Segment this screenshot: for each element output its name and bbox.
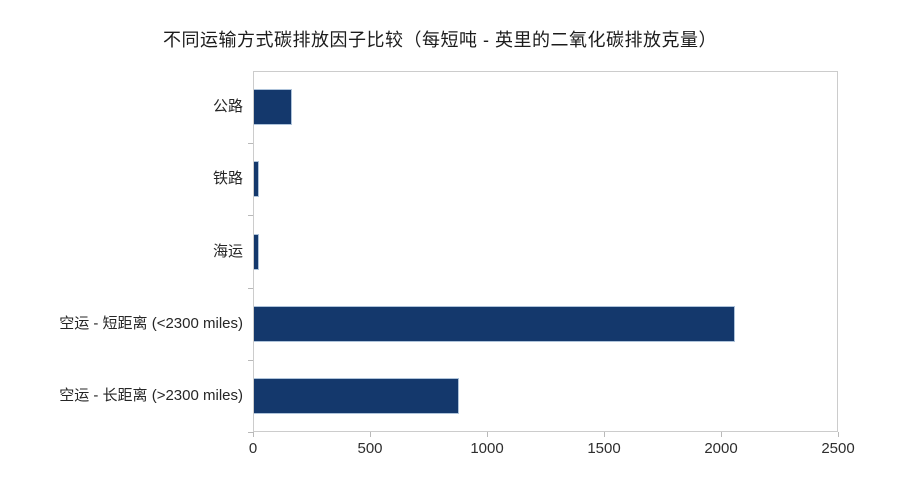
y-axis-tick xyxy=(248,360,253,361)
x-axis-tick xyxy=(721,432,722,437)
x-axis-tick xyxy=(253,432,254,437)
chart-bar xyxy=(254,161,259,198)
x-axis-tick-label: 2500 xyxy=(821,440,855,457)
y-axis-tick xyxy=(248,288,253,289)
x-axis-tick xyxy=(487,432,488,437)
x-axis-tick-label: 0 xyxy=(248,440,258,457)
plot-area xyxy=(253,71,838,432)
x-axis-tick xyxy=(604,432,605,437)
category-tick-label: 空运 - 短距离 (<2300 miles) xyxy=(59,315,243,332)
chart-bar xyxy=(254,233,259,270)
category-tick-label: 空运 - 长距离 (>2300 miles) xyxy=(59,387,243,404)
x-axis-tick xyxy=(838,432,839,437)
chart-bar xyxy=(254,377,459,414)
x-axis-tick xyxy=(370,432,371,437)
category-tick-label: 海运 xyxy=(212,243,243,260)
x-axis-tick-label: 500 xyxy=(357,440,383,457)
category-tick-label: 公路 xyxy=(212,98,243,115)
y-axis-tick xyxy=(248,215,253,216)
category-tick-label: 铁路 xyxy=(212,170,243,187)
y-axis-tick xyxy=(248,143,253,144)
x-axis-tick-label: 1000 xyxy=(470,440,504,457)
chart-title: 不同运输方式碳排放因子比较（每短吨 - 英里的二氧化碳排放克量） xyxy=(163,30,717,50)
chart-bar xyxy=(254,89,292,126)
x-axis-tick-label: 1500 xyxy=(587,440,621,457)
y-axis-tick xyxy=(248,432,253,433)
chart-bar xyxy=(254,305,735,342)
x-axis-tick-label: 2000 xyxy=(704,440,738,457)
